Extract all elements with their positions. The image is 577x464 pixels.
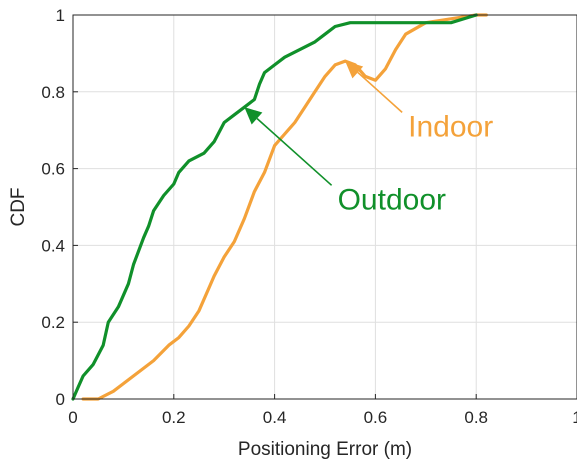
plot-area <box>73 15 577 399</box>
x-tick-label: 1 <box>572 408 577 427</box>
y-tick-label: 0.8 <box>41 83 65 102</box>
series-layer <box>71 13 488 401</box>
y-tick-label: 1 <box>56 6 65 25</box>
y-tick-label: 0.2 <box>41 313 65 332</box>
annotation-label-indoor: Indoor <box>408 110 493 143</box>
y-tick-label: 0.6 <box>41 160 65 179</box>
x-axis-ticks: 0 0.2 0.4 0.6 0.8 1 <box>68 394 577 427</box>
annotation-arrowhead-indoor <box>345 61 364 79</box>
plot-frame <box>72 14 577 400</box>
x-tick-label: 0.4 <box>263 408 287 427</box>
annotation-arrow-outdoor <box>256 117 333 186</box>
series-line-outdoor <box>71 13 478 401</box>
x-tick-label: 0 <box>68 408 77 427</box>
annotation-label-outdoor: Outdoor <box>338 183 446 216</box>
y-axis-label: CDF <box>8 187 29 226</box>
x-axis-label: Positioning Error (m) <box>238 439 412 460</box>
y-tick-label: 0 <box>56 390 65 409</box>
annotation-layer: Outdoor Indoor <box>244 61 493 216</box>
x-tick-label: 0.2 <box>162 408 186 427</box>
annotation-arrowhead-outdoor <box>244 107 263 125</box>
y-tick-label: 0.4 <box>41 236 65 255</box>
annotation-arrow-indoor <box>357 71 403 113</box>
series-line-indoor <box>81 13 488 401</box>
y-axis-ticks: 0 0.2 0.4 0.6 0.8 1 <box>41 6 78 409</box>
x-tick-label: 0.8 <box>464 408 488 427</box>
x-tick-label: 0.6 <box>364 408 388 427</box>
